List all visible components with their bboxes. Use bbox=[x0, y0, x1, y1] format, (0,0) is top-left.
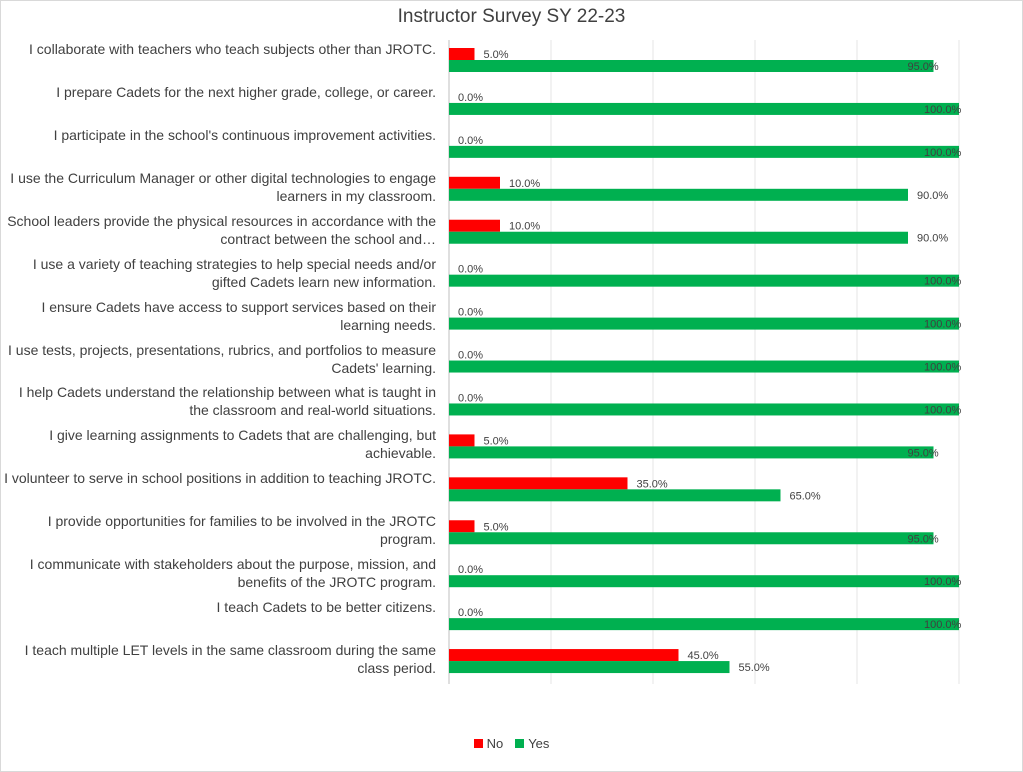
category-label: I participate in the school's continuous… bbox=[53, 126, 436, 143]
data-label-yes: 100.0% bbox=[924, 104, 962, 116]
data-label-yes: 95.0% bbox=[908, 533, 939, 545]
data-label-no: 0.0% bbox=[458, 92, 483, 104]
bar-yes bbox=[449, 60, 934, 72]
legend-item-yes: Yes bbox=[515, 736, 549, 751]
data-label-yes: 65.0% bbox=[790, 490, 821, 502]
category-label: I prepare Cadets for the next higher gra… bbox=[56, 83, 436, 100]
legend: No Yes bbox=[0, 736, 1023, 751]
category-label: I use a variety of teaching strategies t… bbox=[32, 255, 436, 290]
bar-yes bbox=[449, 317, 959, 330]
bar-yes bbox=[449, 489, 781, 502]
bar-yes bbox=[449, 188, 908, 201]
data-label-yes: 55.0% bbox=[739, 662, 770, 674]
data-label-yes: 100.0% bbox=[924, 362, 962, 374]
legend-item-no: No bbox=[473, 736, 504, 751]
bar-yes bbox=[449, 360, 959, 373]
bar-no bbox=[449, 434, 475, 447]
category-label: I volunteer to serve in school positions… bbox=[4, 470, 436, 487]
bar-yes bbox=[449, 575, 959, 588]
data-label-no: 0.0% bbox=[458, 564, 483, 576]
bar-no bbox=[449, 219, 500, 232]
legend-swatch-yes bbox=[515, 739, 525, 748]
data-label-no: 0.0% bbox=[458, 135, 483, 147]
data-label-no: 10.0% bbox=[509, 178, 540, 190]
legend-label-no: No bbox=[486, 736, 504, 751]
bar-yes bbox=[449, 618, 959, 631]
data-label-yes: 95.0% bbox=[908, 447, 939, 459]
bar-yes bbox=[449, 446, 934, 459]
data-label-no: 0.0% bbox=[458, 264, 483, 276]
data-label-no: 10.0% bbox=[509, 221, 540, 233]
category-label: I use tests, projects, presentations, ru… bbox=[8, 341, 436, 376]
data-label-no: 35.0% bbox=[637, 478, 668, 490]
category-label: I ensure Cadets have access to support s… bbox=[41, 298, 436, 333]
category-label: I help Cadets understand the relationshi… bbox=[18, 384, 436, 419]
bar-yes bbox=[449, 274, 959, 287]
bar-yes bbox=[449, 532, 934, 545]
data-label-no: 0.0% bbox=[458, 307, 483, 319]
bar-yes bbox=[449, 661, 730, 674]
chart-title: Instructor Survey SY 22-23 bbox=[397, 6, 626, 27]
bar-no bbox=[449, 649, 679, 662]
category-label: I give learning assignments to Cadets th… bbox=[49, 427, 436, 462]
data-label-yes: 100.0% bbox=[924, 576, 962, 588]
bar-yes bbox=[449, 403, 959, 416]
data-label-yes: 95.0% bbox=[908, 61, 939, 73]
category-label: I communicate with stakeholders about th… bbox=[29, 556, 436, 591]
bar-no bbox=[449, 520, 475, 533]
category-label: I provide opportunities for families to … bbox=[47, 513, 436, 548]
data-label-no: 5.0% bbox=[484, 435, 509, 447]
legend-label-yes: Yes bbox=[528, 736, 550, 751]
data-label-no: 0.0% bbox=[458, 607, 483, 619]
data-label-yes: 100.0% bbox=[924, 619, 962, 631]
data-label-no: 0.0% bbox=[458, 392, 483, 404]
data-label-yes: 90.0% bbox=[917, 190, 948, 202]
bar-yes bbox=[449, 145, 959, 158]
category-label: I collaborate with teachers who teach su… bbox=[29, 41, 436, 57]
data-label-no: 5.0% bbox=[484, 49, 509, 61]
bar-yes bbox=[449, 231, 908, 244]
bar-no bbox=[449, 48, 475, 60]
data-label-yes: 90.0% bbox=[917, 233, 948, 245]
data-label-yes: 100.0% bbox=[924, 319, 962, 331]
category-label: I use the Curriculum Manager or other di… bbox=[10, 169, 436, 204]
legend-swatch-no bbox=[473, 739, 483, 748]
bar-no bbox=[449, 176, 500, 189]
data-label-yes: 100.0% bbox=[924, 276, 962, 288]
category-label: School leaders provide the physical reso… bbox=[7, 212, 436, 247]
category-label: I teach multiple LET levels in the same … bbox=[24, 642, 436, 677]
data-label-yes: 100.0% bbox=[924, 404, 962, 416]
bar-no bbox=[449, 477, 628, 490]
data-label-no: 45.0% bbox=[688, 650, 719, 662]
bar-yes bbox=[449, 102, 959, 115]
category-label: I teach Cadets to be better citizens. bbox=[216, 599, 436, 616]
data-label-no: 5.0% bbox=[484, 521, 509, 533]
data-label-no: 0.0% bbox=[458, 350, 483, 362]
data-label-yes: 100.0% bbox=[924, 147, 962, 159]
